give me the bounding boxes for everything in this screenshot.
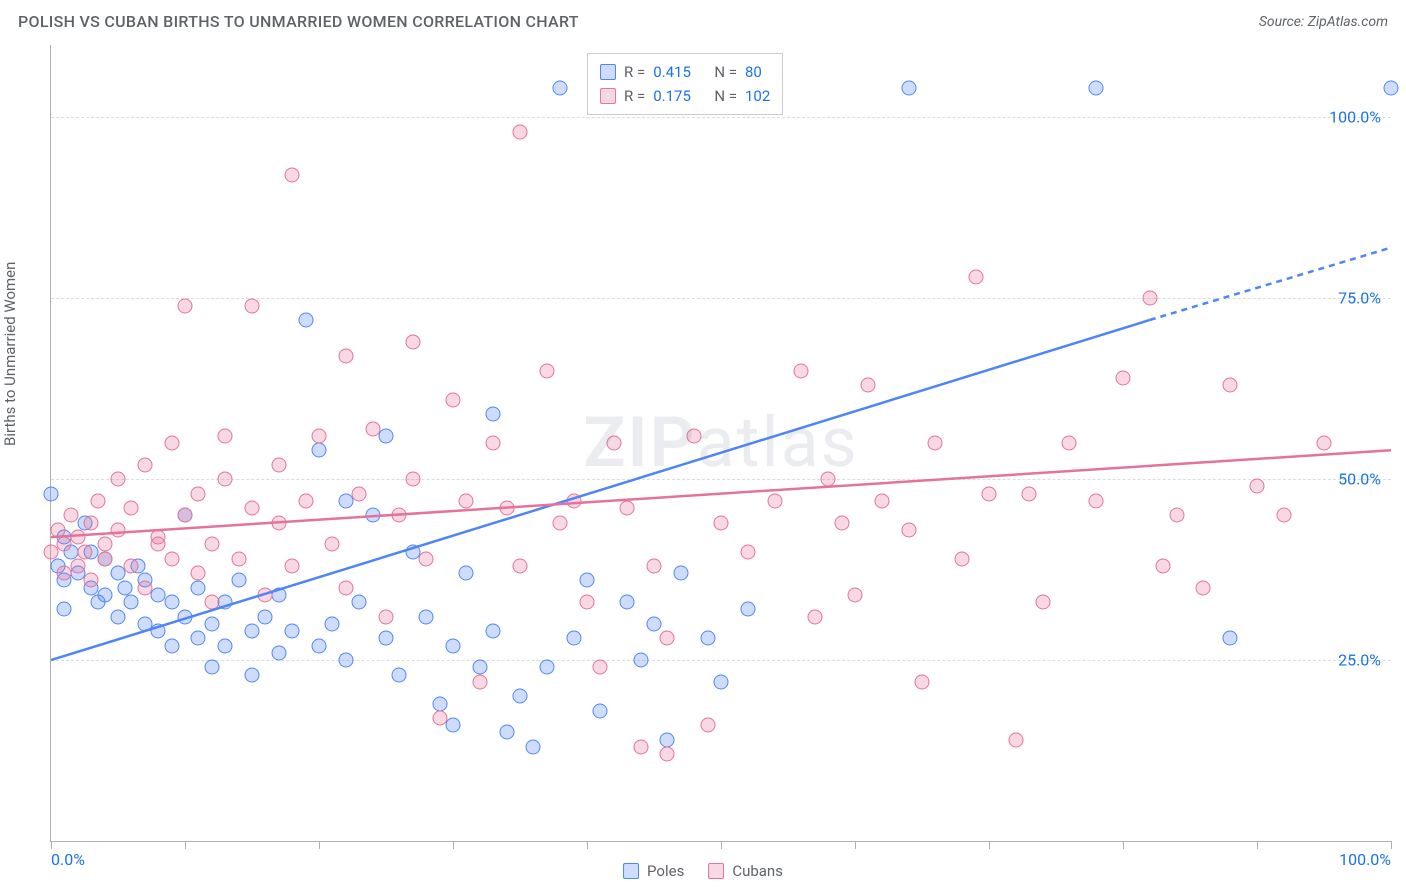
legend-label: N = bbox=[714, 84, 737, 108]
legend-item-label: Poles bbox=[647, 862, 684, 880]
legend-label: R = bbox=[624, 60, 645, 84]
trend-line bbox=[51, 320, 1150, 660]
legend-swatch bbox=[600, 88, 616, 104]
x-tick bbox=[1257, 841, 1258, 849]
legend-swatch bbox=[623, 863, 639, 879]
legend-value: 102 bbox=[745, 84, 770, 108]
trend-line bbox=[51, 450, 1391, 537]
series-legend: Poles Cubans bbox=[623, 862, 783, 880]
x-tick bbox=[855, 841, 856, 849]
x-tick bbox=[721, 841, 722, 849]
legend-value: 0.415 bbox=[653, 60, 691, 84]
trend-line-dashed bbox=[1150, 248, 1391, 320]
legend-row: R = 0.175 N = 102 bbox=[600, 84, 770, 108]
legend-label: R = bbox=[624, 84, 645, 108]
plot-area: 25.0%50.0%75.0%100.0%0.0%100.0% ZIPatlas… bbox=[50, 45, 1391, 842]
x-tick bbox=[453, 841, 454, 849]
legend-label: N = bbox=[714, 60, 737, 84]
legend-row: R = 0.415 N = 80 bbox=[600, 60, 770, 84]
legend-swatch bbox=[708, 863, 724, 879]
x-tick-label: 100.0% bbox=[1339, 850, 1391, 869]
legend-item-label: Cubans bbox=[732, 862, 783, 880]
chart-title: POLISH VS CUBAN BIRTHS TO UNMARRIED WOME… bbox=[18, 12, 579, 31]
legend-value: 80 bbox=[745, 60, 762, 84]
x-tick bbox=[319, 841, 320, 849]
x-tick-label: 0.0% bbox=[51, 850, 85, 869]
legend-swatch bbox=[600, 64, 616, 80]
legend-item: Poles bbox=[623, 862, 684, 880]
x-tick bbox=[1123, 841, 1124, 849]
legend-value: 0.175 bbox=[653, 84, 691, 108]
x-tick bbox=[587, 841, 588, 849]
legend-item: Cubans bbox=[708, 862, 783, 880]
x-tick bbox=[989, 841, 990, 849]
correlation-legend: R = 0.415 N = 80 R = 0.175 N = 102 bbox=[587, 53, 783, 115]
chart-source: Source: ZipAtlas.com bbox=[1259, 14, 1388, 30]
x-tick bbox=[185, 841, 186, 849]
x-tick bbox=[1391, 841, 1392, 849]
y-axis-label: Births to Unmarried Women bbox=[1, 262, 19, 446]
x-tick bbox=[51, 841, 52, 849]
